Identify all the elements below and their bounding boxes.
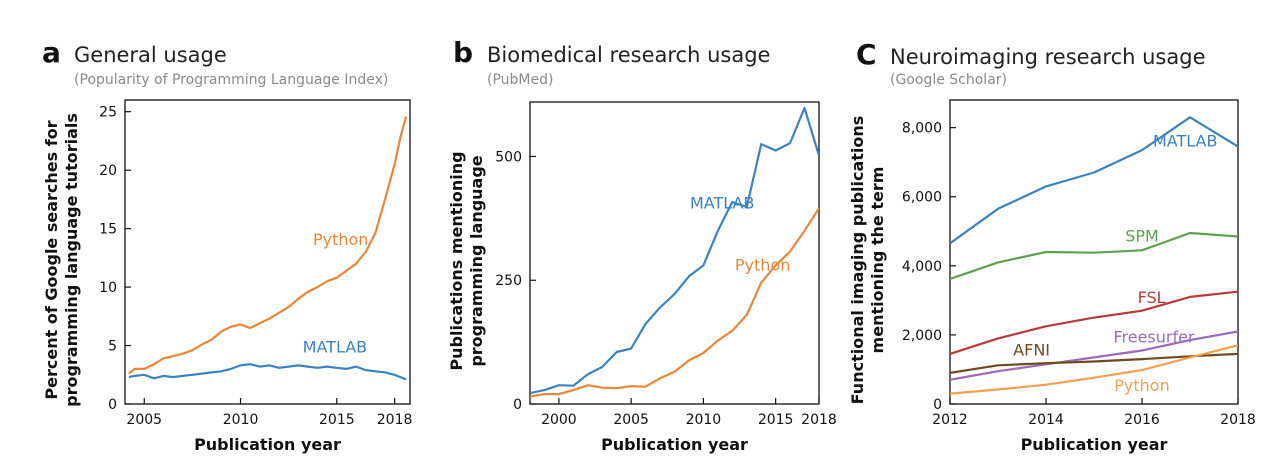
panel-subtitle: (Google Scholar): [890, 72, 1007, 88]
series-label-afni: AFNI: [1013, 341, 1050, 360]
series-line-spm: [950, 231, 1238, 280]
y-axis-label: programming language tutorials: [62, 113, 81, 407]
y-tick-label: 0: [933, 397, 942, 413]
x-axis-label: Publication year: [194, 435, 341, 454]
series-line-python: [128, 116, 408, 375]
panel-c: C Neuroimaging research usage (Google Scho…: [848, 38, 1256, 454]
series-line-matlab: [530, 106, 819, 395]
series-label-matlab: MATLAB: [1153, 132, 1217, 151]
series-line-python: [530, 207, 819, 398]
y-axis-label: Functional imaging publications: [848, 116, 867, 405]
x-tick-label: 2016: [1124, 412, 1160, 428]
series-label-python: Python: [1114, 376, 1169, 395]
x-tick-label: 2018: [801, 412, 837, 428]
y-tick-label: 20: [99, 163, 117, 179]
series-label-matlab: MATLAB: [303, 338, 367, 357]
plot-frame: [124, 99, 411, 405]
y-tick-label: 4,000: [902, 259, 942, 275]
x-axis-label: Publication year: [1021, 435, 1168, 454]
panel-title: Biomedical research usage: [487, 43, 770, 67]
y-tick-label: 250: [495, 273, 522, 289]
y-tick-label: 10: [99, 280, 117, 296]
series-label-freesurfer: Freesurfer: [1113, 328, 1194, 347]
plot-frame: [949, 99, 1239, 405]
series-label-matlab: MATLAB: [690, 193, 754, 212]
series-line-matlab: [128, 363, 407, 381]
panel-label: a: [42, 36, 61, 69]
x-tick-label: 2012: [932, 412, 968, 428]
panel-subtitle: (Popularity of Programming Language Inde…: [74, 72, 388, 88]
x-tick-label: 2010: [686, 412, 722, 428]
x-tick-label: 2005: [126, 412, 162, 428]
series-line-freesurfer: [950, 330, 1238, 381]
x-tick-label: 2000: [541, 412, 577, 428]
x-tick-label: 2010: [223, 412, 259, 428]
y-tick-label: 15: [99, 222, 117, 238]
series-label-spm: SPM: [1125, 227, 1159, 246]
y-axis-label: mentioning the term: [868, 167, 887, 354]
series-line-matlab: [950, 116, 1238, 245]
panel-title: Neuroimaging research usage: [890, 45, 1206, 69]
y-tick-label: 8,000: [902, 121, 942, 137]
y-tick-label: 6,000: [902, 190, 942, 206]
y-tick-label: 500: [495, 149, 522, 165]
x-tick-label: 2014: [1028, 412, 1064, 428]
panel-label: C: [856, 38, 877, 71]
x-tick-label: 2005: [613, 412, 649, 428]
y-tick-label: 0: [108, 397, 117, 413]
x-tick-label: 2015: [758, 412, 794, 428]
panel-a: a General usage (Popularity of Programming…: [42, 36, 412, 454]
x-tick-label: 2015: [319, 412, 355, 428]
series-label-python: Python: [735, 255, 790, 274]
y-axis-label: Publications mentioning: [447, 151, 466, 370]
plot-frame: [529, 101, 820, 405]
series-label-fsl: FSL: [1138, 288, 1166, 307]
x-axis-label: Publication year: [601, 435, 748, 454]
x-tick-label: 2018: [377, 412, 413, 428]
y-tick-label: 0: [513, 397, 522, 413]
series-line-fsl: [950, 290, 1238, 355]
y-axis-label: Percent of Google searches for: [42, 120, 61, 399]
y-tick-label: 5: [108, 339, 117, 355]
y-axis-label: programming language: [467, 155, 486, 366]
panel-label: b: [453, 36, 473, 69]
y-tick-label: 2,000: [902, 328, 942, 344]
panel-title: General usage: [74, 43, 227, 67]
panel-b: b Biomedical research usage (PubMed) 2000 20…: [447, 36, 837, 454]
x-tick-label: 2018: [1220, 412, 1256, 428]
series-line-python: [950, 344, 1238, 395]
series-label-python: Python: [313, 230, 368, 249]
y-tick-label: 25: [99, 105, 117, 121]
panel-subtitle: (PubMed): [487, 72, 553, 88]
